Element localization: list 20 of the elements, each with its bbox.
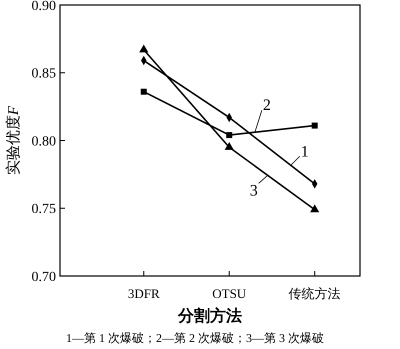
legend-label: 1: [300, 143, 309, 160]
point: [224, 142, 234, 150]
y-axis-title: 实验优度F: [5, 105, 22, 176]
y-tick-label: 0.80: [32, 134, 56, 150]
x-tick-label: 3DFR: [128, 286, 160, 301]
y-tick-label: 0.85: [32, 66, 56, 82]
point: [139, 44, 148, 52]
y-tick-label: 0.75: [32, 202, 56, 218]
y-tick-label: 0.70: [32, 270, 56, 285]
series-label: 3: [250, 182, 258, 200]
point: [140, 88, 147, 95]
point: [226, 132, 232, 138]
x-axis-title: 分割方法: [177, 306, 242, 325]
point: [312, 122, 318, 129]
x-tick-label: OTSU: [212, 286, 247, 301]
series-label: 2: [262, 97, 271, 114]
x-tick-label: 传统方法: [288, 286, 341, 301]
text: 1—第 1 次爆破；2—第 2 次爆破；3—第 3 次爆破: [66, 331, 324, 345]
y-tick-label: 0.90: [32, 0, 56, 14]
point: [310, 204, 320, 212]
